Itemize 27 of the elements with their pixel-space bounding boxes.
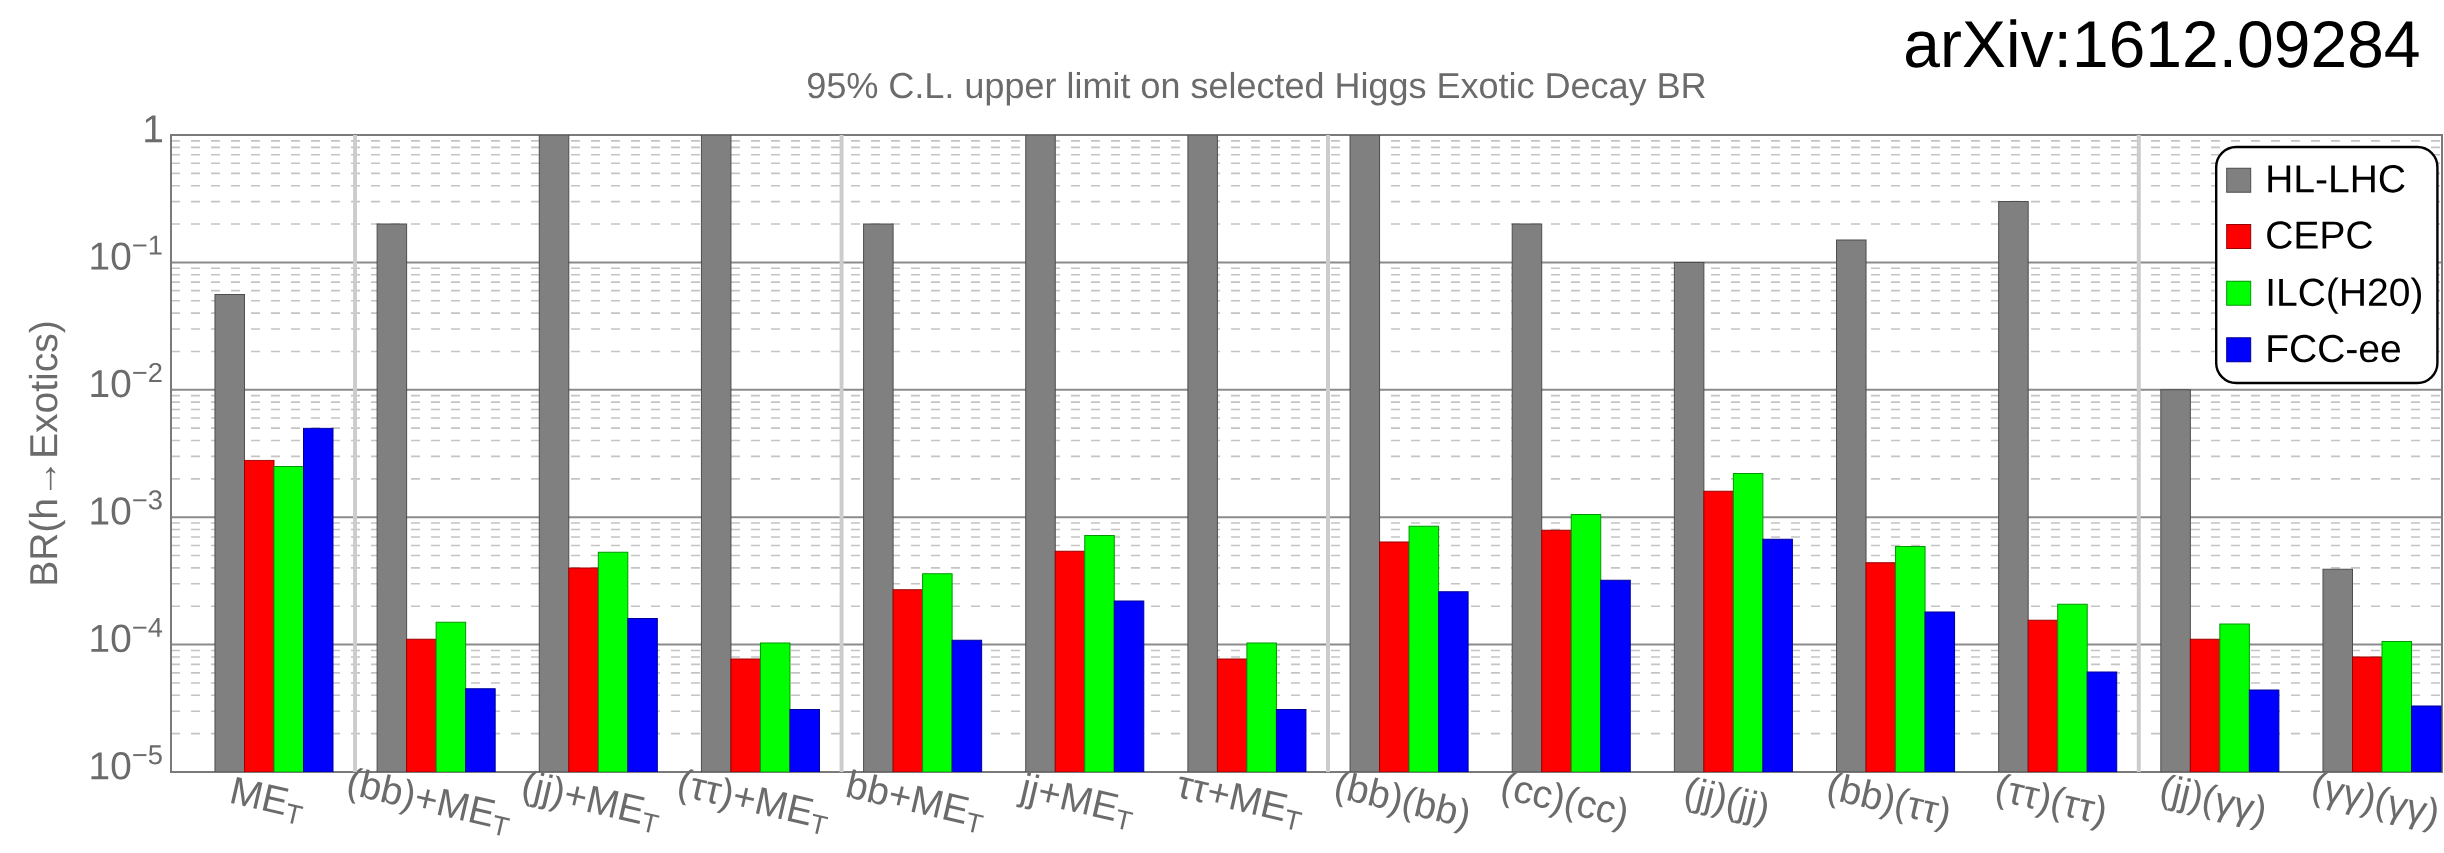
x-tick-label: (cc)(cc) [1502,772,1626,833]
x-tick-label: ττ+ME$_{T}$ [1179,776,1303,830]
x-tick-label: bb+ME$_{T}$ [846,769,984,833]
chart-title: 95% C.L. upper limit on selected Higgs Exotic Decay BR [808,71,1705,106]
y-axis-title: BR(h→Exotics) [28,322,66,584]
y-tick-label: 10$^{−4}$ [91,617,163,653]
legend-label: ILC(H20) [2268,277,2421,314]
x-tick-label: (bb)+ME$_{T}$ [348,767,511,836]
y-tick-label: 10$^{−5}$ [91,745,162,780]
x-tick-label: (jj)(jj) [1685,777,1767,828]
x-tick-label: (jj)(γγ) [2161,774,2264,831]
text: arXiv:1612.09284 [1906,19,2419,68]
x-tick-label: (bb)(ττ) [1828,772,1949,833]
y-tick-label: 1 [145,115,163,143]
x-tick-label: (ττ)(ττ) [1996,774,2105,831]
x-tick-label: ME$_{T}$ [231,776,304,824]
y-tick-label: 10$^{−1}$ [91,235,162,270]
x-tick-label: (ττ)+ME$_{T}$ [679,769,829,835]
x-tick-label: (γγ)(γγ) [2313,772,2437,833]
y-tick-label: 10$^{−2}$ [91,362,162,398]
x-tick-label: (jj)+ME$_{T}$ [523,770,660,833]
x-tick-label: jj+ME$_{T}$ [1016,772,1134,830]
legend-label: HL-LHC [2268,165,2405,193]
y-tick-label: 10$^{−3}$ [91,490,162,525]
x-tick-label: (bb)(bb) [1336,771,1469,834]
legend-label: FCC-ee [2268,334,2400,363]
legend-label: CEPC [2267,221,2373,249]
